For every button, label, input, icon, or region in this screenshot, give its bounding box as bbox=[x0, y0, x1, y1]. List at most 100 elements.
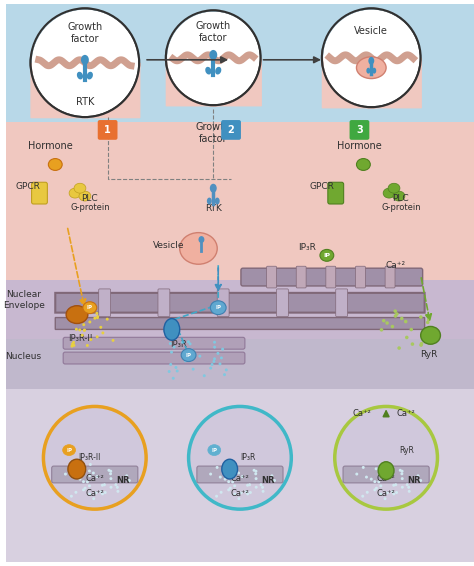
Text: Hormone: Hormone bbox=[28, 141, 73, 151]
FancyBboxPatch shape bbox=[276, 289, 288, 316]
FancyBboxPatch shape bbox=[32, 182, 47, 204]
FancyBboxPatch shape bbox=[328, 182, 344, 204]
Ellipse shape bbox=[356, 57, 386, 79]
Ellipse shape bbox=[81, 55, 89, 65]
Text: Ca⁺²: Ca⁺² bbox=[85, 474, 104, 483]
Text: Vesicle: Vesicle bbox=[153, 242, 184, 250]
Circle shape bbox=[109, 486, 112, 488]
Circle shape bbox=[83, 468, 86, 470]
Text: IP₃R-II: IP₃R-II bbox=[79, 453, 101, 462]
Ellipse shape bbox=[215, 198, 220, 204]
Circle shape bbox=[71, 466, 73, 469]
Circle shape bbox=[374, 488, 376, 491]
Circle shape bbox=[423, 329, 427, 333]
Circle shape bbox=[395, 312, 399, 316]
Circle shape bbox=[237, 471, 240, 474]
FancyBboxPatch shape bbox=[6, 122, 474, 290]
Circle shape bbox=[103, 483, 106, 486]
Circle shape bbox=[186, 358, 189, 361]
Circle shape bbox=[383, 471, 386, 474]
Circle shape bbox=[401, 486, 404, 488]
Ellipse shape bbox=[320, 250, 334, 261]
Circle shape bbox=[407, 486, 410, 489]
Circle shape bbox=[217, 352, 219, 355]
Circle shape bbox=[233, 484, 236, 487]
Circle shape bbox=[404, 320, 408, 323]
Circle shape bbox=[216, 466, 219, 469]
Circle shape bbox=[181, 341, 184, 344]
Circle shape bbox=[88, 484, 91, 487]
Circle shape bbox=[83, 487, 87, 490]
Circle shape bbox=[86, 344, 89, 347]
Circle shape bbox=[83, 314, 86, 316]
Text: Ca⁺²: Ca⁺² bbox=[352, 409, 371, 418]
Circle shape bbox=[240, 491, 243, 494]
FancyBboxPatch shape bbox=[197, 466, 283, 483]
Circle shape bbox=[100, 490, 102, 494]
Text: Ca⁺²: Ca⁺² bbox=[377, 474, 395, 483]
Circle shape bbox=[253, 469, 255, 472]
Ellipse shape bbox=[420, 327, 440, 344]
Circle shape bbox=[401, 472, 403, 475]
Circle shape bbox=[176, 370, 179, 372]
Circle shape bbox=[88, 474, 91, 477]
Circle shape bbox=[215, 495, 218, 498]
Circle shape bbox=[187, 340, 190, 344]
Circle shape bbox=[234, 463, 237, 466]
Circle shape bbox=[220, 357, 223, 359]
Circle shape bbox=[82, 480, 85, 483]
Circle shape bbox=[198, 355, 201, 358]
Ellipse shape bbox=[393, 191, 405, 201]
FancyBboxPatch shape bbox=[6, 389, 474, 563]
FancyBboxPatch shape bbox=[221, 120, 241, 140]
Circle shape bbox=[95, 312, 98, 315]
FancyBboxPatch shape bbox=[296, 266, 306, 288]
Circle shape bbox=[73, 475, 77, 479]
Circle shape bbox=[88, 320, 91, 324]
Circle shape bbox=[106, 318, 109, 321]
Circle shape bbox=[88, 492, 91, 495]
Circle shape bbox=[76, 316, 79, 319]
FancyBboxPatch shape bbox=[6, 339, 474, 398]
Circle shape bbox=[374, 468, 378, 470]
Circle shape bbox=[74, 491, 77, 494]
Circle shape bbox=[246, 484, 249, 487]
Circle shape bbox=[241, 475, 244, 478]
Text: IP₃R: IP₃R bbox=[170, 340, 187, 349]
Circle shape bbox=[382, 319, 385, 323]
Text: NR: NR bbox=[262, 477, 275, 486]
Circle shape bbox=[260, 483, 263, 486]
Circle shape bbox=[93, 317, 96, 320]
Circle shape bbox=[380, 463, 383, 466]
Circle shape bbox=[387, 475, 390, 478]
Text: IP₃R: IP₃R bbox=[298, 243, 316, 252]
Circle shape bbox=[96, 335, 99, 338]
Circle shape bbox=[186, 351, 189, 354]
Circle shape bbox=[166, 10, 261, 105]
Ellipse shape bbox=[210, 301, 226, 315]
Circle shape bbox=[71, 342, 74, 345]
Circle shape bbox=[392, 484, 395, 487]
Circle shape bbox=[377, 481, 380, 483]
Ellipse shape bbox=[48, 158, 62, 170]
Circle shape bbox=[64, 473, 67, 475]
Circle shape bbox=[426, 321, 429, 324]
Circle shape bbox=[391, 325, 394, 328]
Circle shape bbox=[72, 341, 75, 344]
Circle shape bbox=[380, 328, 383, 332]
Text: IP: IP bbox=[87, 305, 93, 310]
Ellipse shape bbox=[74, 183, 86, 193]
Circle shape bbox=[227, 488, 230, 491]
Circle shape bbox=[394, 483, 397, 486]
Text: Ca⁺²: Ca⁺² bbox=[230, 490, 249, 498]
Circle shape bbox=[189, 342, 191, 345]
Text: GPCR: GPCR bbox=[310, 182, 334, 191]
Circle shape bbox=[391, 490, 394, 494]
FancyBboxPatch shape bbox=[6, 3, 474, 147]
Circle shape bbox=[191, 368, 195, 371]
Circle shape bbox=[233, 469, 236, 473]
FancyBboxPatch shape bbox=[52, 466, 138, 483]
Circle shape bbox=[379, 469, 382, 473]
Text: RTK: RTK bbox=[205, 204, 222, 213]
Circle shape bbox=[374, 480, 376, 483]
